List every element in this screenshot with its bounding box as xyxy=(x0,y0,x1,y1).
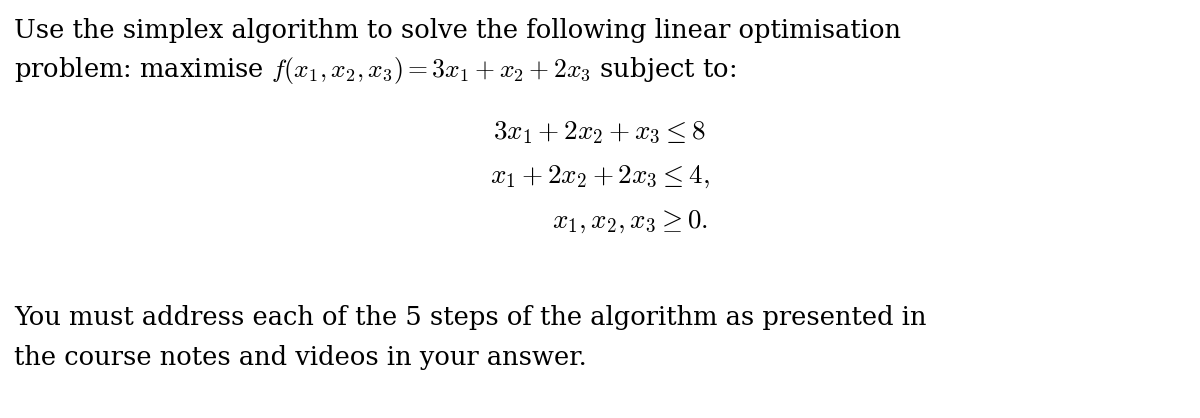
Text: $3x_1 + 2x_2 + x_3 \leq 8$: $3x_1 + 2x_2 + x_3 \leq 8$ xyxy=(493,118,707,145)
Text: $x_1, x_2, x_3 \geq 0.$: $x_1, x_2, x_3 \geq 0.$ xyxy=(552,208,708,235)
Text: the course notes and videos in your answer.: the course notes and videos in your answ… xyxy=(14,345,587,370)
Text: $x_1 + 2x_2 + 2x_3 \leq 4,$: $x_1 + 2x_2 + 2x_3 \leq 4,$ xyxy=(490,163,710,190)
Text: Use the simplex algorithm to solve the following linear optimisation: Use the simplex algorithm to solve the f… xyxy=(14,18,901,43)
Text: You must address each of the 5 steps of the algorithm as presented in: You must address each of the 5 steps of … xyxy=(14,305,926,330)
Text: problem: maximise $f(x_1, x_2, x_3) = 3x_1 + x_2 + 2x_3$ subject to:: problem: maximise $f(x_1, x_2, x_3) = 3x… xyxy=(14,55,736,86)
